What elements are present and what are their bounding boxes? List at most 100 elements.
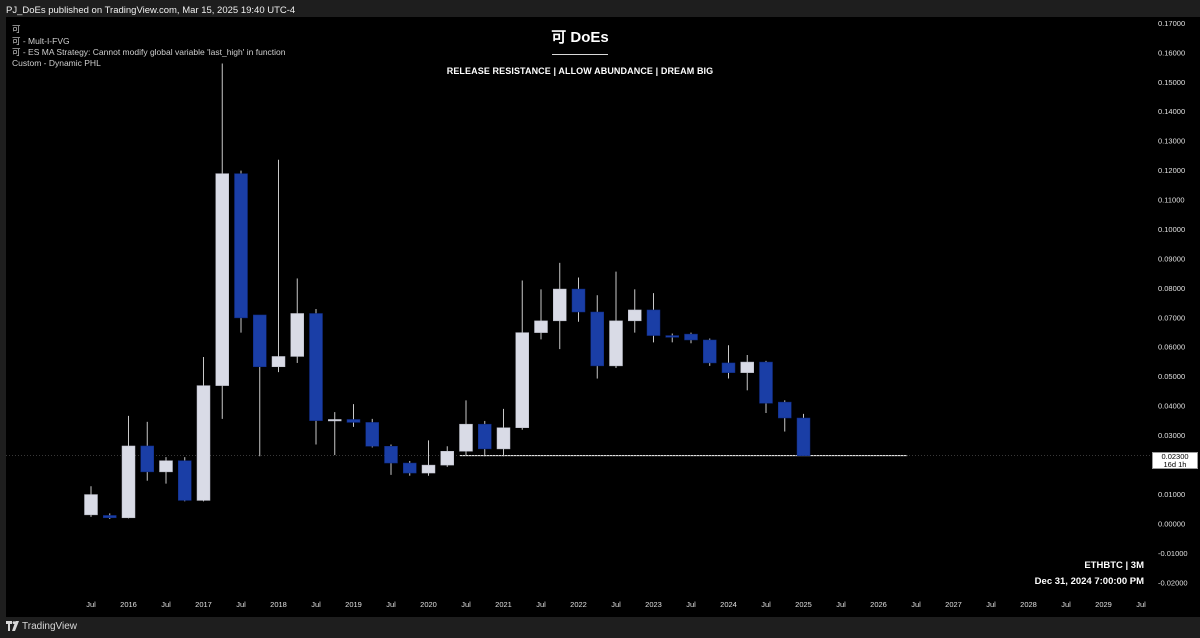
candle-body: [478, 423, 492, 450]
current-price-label: 0.02300 16d 1h: [1152, 451, 1198, 469]
tradingview-brand[interactable]: TradingView: [22, 621, 78, 632]
x-tick-label: Jul: [836, 600, 846, 609]
y-tick-label: 0.13000: [1158, 137, 1185, 146]
x-tick-label: Jul: [386, 600, 396, 609]
watermark-divider: [552, 54, 608, 55]
y-tick-label: 0.00000: [1158, 519, 1185, 528]
bar-date-label: Dec 31, 2024 7:00:00 PM: [1034, 576, 1144, 587]
x-tick-label: Jul: [86, 600, 96, 609]
candle-body: [796, 417, 811, 456]
y-tick-label: 0.07000: [1158, 313, 1185, 322]
x-tick-label: Jul: [311, 600, 321, 609]
candle-body: [403, 462, 417, 474]
y-tick-label: 0.17000: [1158, 19, 1185, 28]
candle-body: [740, 361, 754, 373]
candle-body: [253, 314, 267, 368]
y-tick-label: 0.11000: [1158, 196, 1185, 205]
y-tick-label: 0.15000: [1158, 78, 1185, 87]
candle-body: [234, 173, 248, 319]
x-tick-label: Jul: [1061, 600, 1071, 609]
candle-body: [346, 419, 361, 423]
x-tick-label: 2016: [120, 600, 137, 609]
tradingview-logo-icon[interactable]: [6, 621, 20, 631]
candle-body: [684, 333, 698, 341]
candle-body: [84, 494, 98, 516]
y-tick-label: -0.01000: [1158, 549, 1188, 558]
x-tick-label: 2017: [195, 600, 212, 609]
x-tick-label: 2018: [270, 600, 287, 609]
y-tick-label: 0.01000: [1158, 490, 1185, 499]
x-tick-label: 2026: [870, 600, 887, 609]
indicator-legend-0[interactable]: 可: [12, 24, 21, 34]
candle-body: [703, 339, 717, 364]
candle-body: [384, 446, 398, 464]
candle-body: [721, 362, 736, 373]
y-tick-label: 0.04000: [1158, 402, 1185, 411]
candle-body: [421, 464, 436, 474]
x-tick-label: Jul: [236, 600, 246, 609]
x-tick-label: Jul: [536, 600, 546, 609]
y-tick-label: -0.02000: [1158, 578, 1188, 587]
x-tick-label: 2029: [1095, 600, 1112, 609]
indicator-legend-1[interactable]: 可 - Mult-I-FVG: [12, 36, 70, 46]
candle-body: [121, 445, 136, 519]
y-tick-label: 0.14000: [1158, 107, 1185, 116]
candle-body: [778, 401, 792, 419]
candle-body: [103, 515, 117, 519]
candle-body: [328, 419, 342, 422]
price-axis: [1151, 17, 1200, 617]
watermark-tagline: RELEASE RESISTANCE | ALLOW ABUNDANCE | D…: [446, 66, 714, 76]
y-tick-label: 0.05000: [1158, 372, 1185, 381]
x-tick-label: 2020: [420, 600, 437, 609]
candle-body: [628, 309, 642, 322]
symbol-label: ETHBTC | 3M: [1084, 560, 1144, 571]
candle-body: [459, 423, 473, 452]
candle-body: [215, 173, 229, 386]
x-tick-label: Jul: [461, 600, 471, 609]
candle-body: [309, 313, 323, 421]
x-tick-label: 2019: [345, 600, 362, 609]
candle-body: [571, 288, 586, 313]
candle-body: [609, 320, 623, 367]
indicator-legend-3[interactable]: Custom - Dynamic PHL: [12, 58, 101, 68]
y-tick-label: 0.16000: [1158, 48, 1185, 57]
candle-body: [590, 311, 604, 367]
x-tick-label: Jul: [611, 600, 621, 609]
x-tick-label: 2027: [945, 600, 962, 609]
x-tick-label: Jul: [761, 600, 771, 609]
y-tick-label: 0.09000: [1158, 254, 1185, 263]
y-tick-label: 0.08000: [1158, 284, 1185, 293]
x-tick-label: 2025: [795, 600, 812, 609]
indicator-legend-2[interactable]: 可 - ES MA Strategy: Cannot modify global…: [12, 47, 286, 57]
candle-body: [646, 309, 661, 336]
candle-body: [271, 356, 286, 368]
x-tick-label: 2022: [570, 600, 587, 609]
candle-body: [159, 460, 173, 473]
y-tick-label: 0.06000: [1158, 343, 1185, 352]
x-tick-label: 2024: [720, 600, 737, 609]
time-axis: [6, 597, 1151, 617]
x-tick-label: Jul: [986, 600, 996, 609]
candle-body: [440, 451, 454, 466]
y-tick-label: 0.10000: [1158, 225, 1185, 234]
x-tick-label: 2023: [645, 600, 662, 609]
x-tick-label: Jul: [1136, 600, 1146, 609]
candle-body: [365, 422, 379, 447]
candle-body: [534, 320, 548, 333]
current-price-value: 0.02300: [1161, 451, 1189, 461]
x-tick-label: 2028: [1020, 600, 1037, 609]
candle-body: [290, 313, 304, 357]
x-tick-label: Jul: [161, 600, 171, 609]
watermark-brand: 可 DoEs: [551, 29, 609, 46]
candle-body: [196, 385, 211, 501]
footer-bar: TradingView: [0, 617, 1200, 638]
candle-body: [759, 361, 773, 404]
candle-body: [665, 335, 679, 338]
candle-body: [496, 427, 511, 450]
x-tick-label: 2021: [495, 600, 512, 609]
candle-body: [140, 445, 154, 473]
y-tick-label: 0.03000: [1158, 431, 1185, 440]
x-tick-label: Jul: [911, 600, 921, 609]
